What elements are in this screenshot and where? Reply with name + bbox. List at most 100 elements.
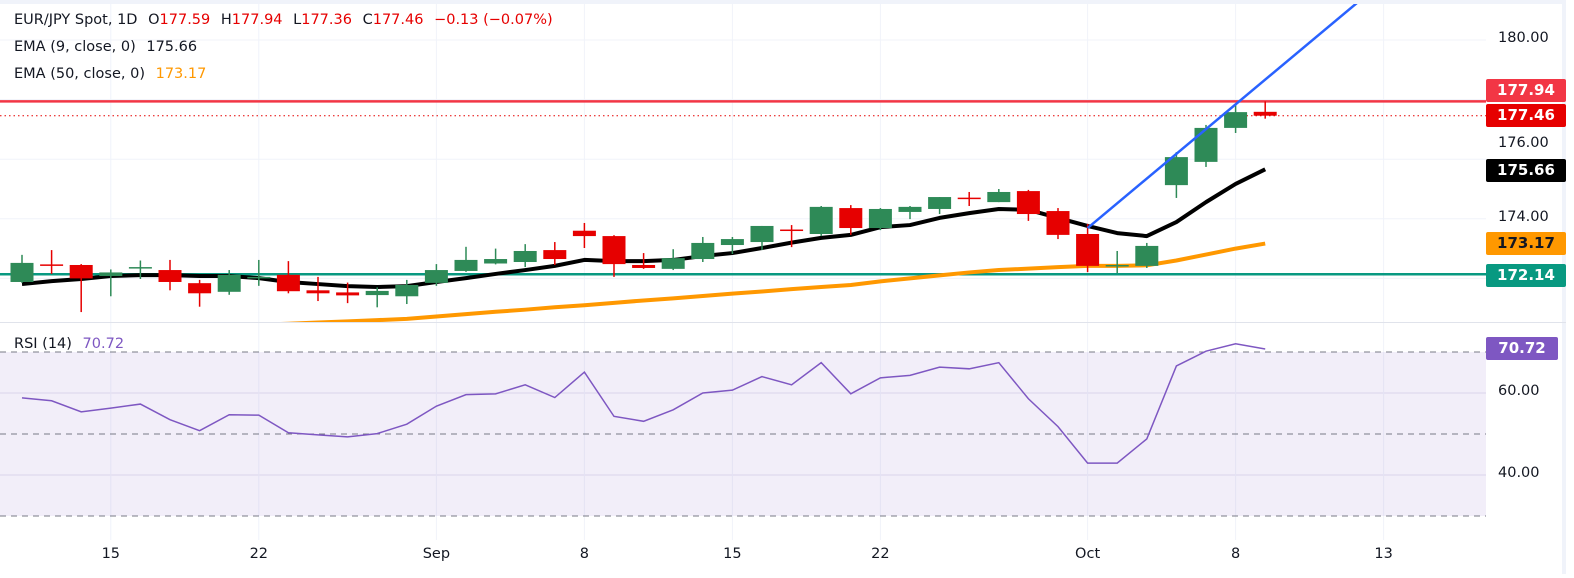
rsi-legend[interactable]: RSI (14) 70.72 xyxy=(14,336,130,352)
time-tick: 22 xyxy=(871,546,890,562)
candle-body xyxy=(839,208,863,229)
candle-body xyxy=(484,259,508,264)
ema9-label: EMA (9, close, 0) xyxy=(14,39,136,55)
ema50-value: 173.17 xyxy=(155,66,207,82)
ohlc-close: C177.46 xyxy=(363,12,424,28)
candle-body xyxy=(928,197,952,209)
close-label: C xyxy=(362,12,373,28)
ohlc-high: H177.94 xyxy=(221,12,283,28)
rsi-tick: 40.00 xyxy=(1498,465,1540,481)
candle-body xyxy=(40,264,64,266)
candle xyxy=(602,235,626,277)
candle xyxy=(484,248,508,265)
close-value: 177.46 xyxy=(372,12,424,28)
high-label: H xyxy=(220,12,232,28)
candle xyxy=(217,270,241,295)
candle xyxy=(691,236,715,263)
candle xyxy=(247,259,271,286)
candle xyxy=(128,260,152,279)
candle-body xyxy=(987,191,1011,203)
candle-body xyxy=(1224,112,1248,128)
candle-body xyxy=(957,197,981,200)
price-tick: 176.00 xyxy=(1498,135,1549,151)
candle xyxy=(40,250,64,274)
price-pane xyxy=(0,4,1486,322)
resistance-price-badge: 177.94 xyxy=(1486,79,1566,102)
ema9-price-badge: 175.66 xyxy=(1486,159,1566,182)
candle-body xyxy=(1105,264,1129,267)
time-tick: Sep xyxy=(422,546,451,562)
candle-body xyxy=(572,230,596,237)
candle xyxy=(957,191,981,206)
candle xyxy=(454,246,478,272)
ema50-line xyxy=(280,241,1266,322)
ohlc-low: L177.36 xyxy=(293,12,352,28)
candle xyxy=(632,253,656,269)
candle xyxy=(188,279,212,307)
candle xyxy=(839,205,863,235)
candle xyxy=(276,261,300,294)
price-tick: 174.00 xyxy=(1498,209,1549,225)
candle xyxy=(1016,189,1040,221)
ema50-legend[interactable]: EMA (50, close, 0) 173.17 xyxy=(14,66,212,82)
time-tick: 13 xyxy=(1374,546,1393,562)
candle-body xyxy=(809,206,833,234)
open-value: 177.59 xyxy=(159,12,211,28)
candle xyxy=(10,254,34,283)
ema9-legend[interactable]: EMA (9, close, 0) 175.66 xyxy=(14,39,203,55)
candle-body xyxy=(69,264,93,279)
candle xyxy=(365,287,389,308)
candle xyxy=(720,236,744,254)
candle xyxy=(987,189,1011,203)
candle-body xyxy=(395,284,419,297)
candle-body xyxy=(10,262,34,282)
support-price-badge: 172.14 xyxy=(1486,264,1566,287)
time-tick: Oct xyxy=(1075,546,1101,562)
open-label: O xyxy=(148,12,160,28)
candle-body xyxy=(1076,233,1100,266)
candle xyxy=(780,225,804,248)
candle-body xyxy=(720,239,744,246)
rsi-tick: 60.00 xyxy=(1498,383,1540,399)
symbol-name: EUR/JPY Spot, 1D xyxy=(14,12,138,28)
candle-body xyxy=(217,274,241,292)
candle-body xyxy=(276,274,300,292)
symbol-legend[interactable]: EUR/JPY Spot, 1D O177.59 H177.94 L177.36… xyxy=(14,12,559,28)
candle xyxy=(1224,104,1248,133)
candle-body xyxy=(780,229,804,232)
candle-body xyxy=(898,206,922,212)
candle-body xyxy=(365,290,389,296)
candle xyxy=(1253,101,1277,119)
candle-body xyxy=(602,236,626,265)
candle xyxy=(1046,208,1070,240)
low-label: L xyxy=(293,12,302,28)
candle-body xyxy=(158,270,182,282)
candle xyxy=(809,205,833,237)
candle-body xyxy=(513,250,537,263)
trendline xyxy=(1086,4,1358,229)
rsi-pane xyxy=(0,343,1486,517)
time-tick: 8 xyxy=(1230,546,1241,562)
candle xyxy=(336,282,360,304)
candle xyxy=(543,242,567,265)
candle-body xyxy=(691,242,715,260)
candle-body xyxy=(99,272,123,277)
candle xyxy=(158,259,182,291)
ohlc-open: O177.59 xyxy=(148,12,210,28)
candle-body xyxy=(661,258,685,269)
candle xyxy=(395,279,419,305)
candle-body xyxy=(1164,157,1188,186)
candle xyxy=(1105,250,1129,274)
candle-body xyxy=(424,270,448,283)
candle xyxy=(1135,242,1159,268)
last-price-badge: 177.46 xyxy=(1486,104,1566,127)
time-tick: 15 xyxy=(101,546,121,562)
candle-body xyxy=(1046,211,1070,235)
candle xyxy=(868,208,892,231)
candle xyxy=(513,244,537,268)
time-tick: 8 xyxy=(579,546,590,562)
candle-body xyxy=(247,276,271,279)
rsi-badge: 70.72 xyxy=(1486,337,1558,360)
